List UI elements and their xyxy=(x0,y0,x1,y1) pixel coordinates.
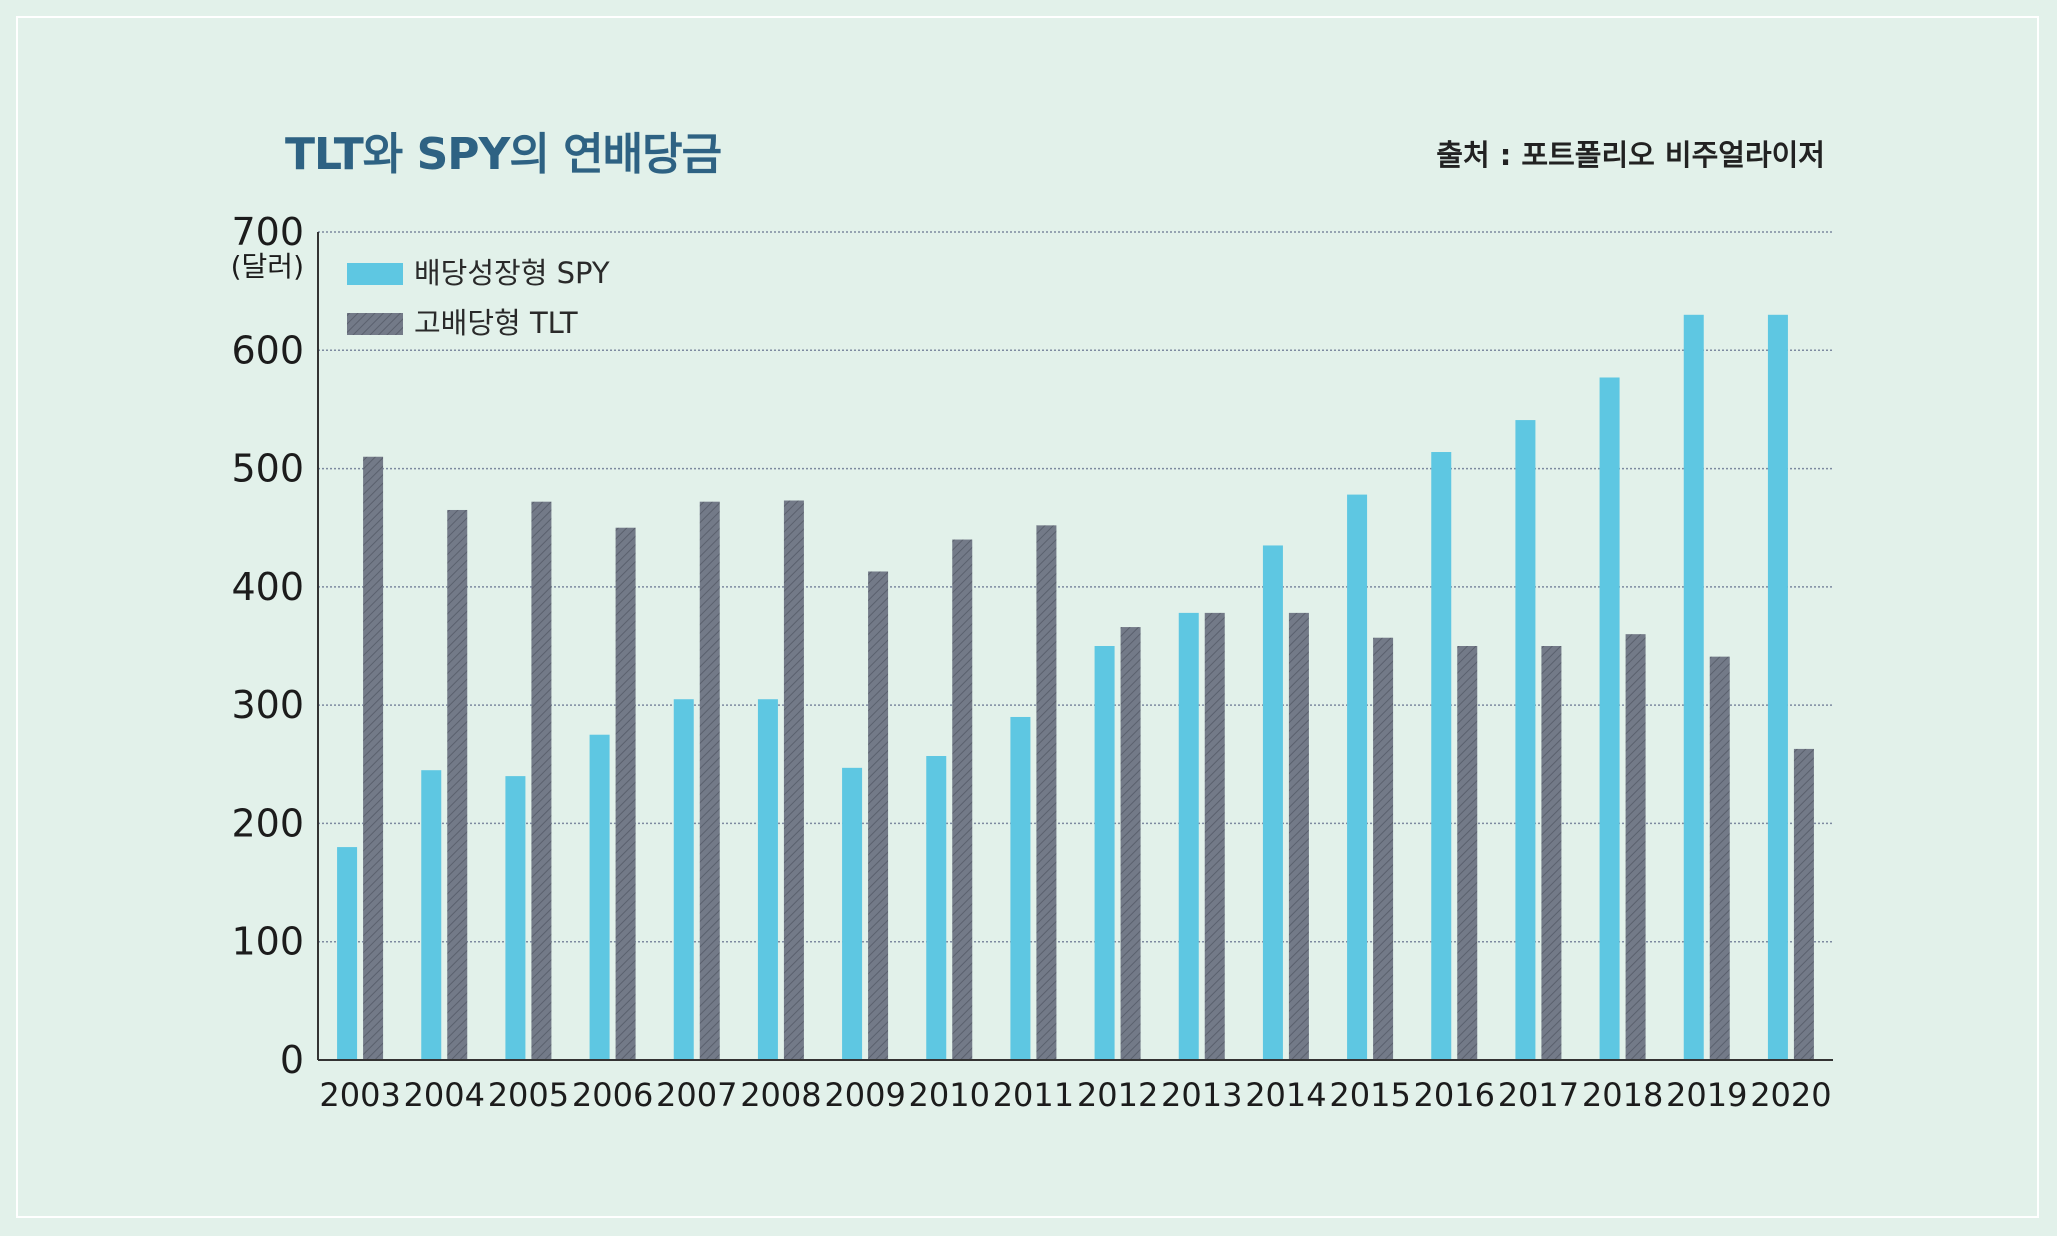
bar-spy-2020 xyxy=(1767,314,1788,1060)
y-tick-label: 300 xyxy=(231,683,304,727)
bar-spy-2008 xyxy=(757,699,778,1060)
x-tick-label: 2007 xyxy=(656,1076,737,1114)
bar-tlt-2005 xyxy=(531,501,552,1061)
legend-label-tlt: 고배당형 TLT xyxy=(414,306,578,340)
bar-spy-2006 xyxy=(589,734,610,1060)
bar-tlt-2008 xyxy=(783,500,804,1061)
legend-swatch-tlt xyxy=(347,313,403,335)
bar-spy-2011 xyxy=(1010,716,1031,1060)
x-tick-label: 2011 xyxy=(993,1076,1074,1114)
x-tick-label: 2018 xyxy=(1582,1076,1663,1114)
x-tick-label: 2019 xyxy=(1666,1076,1747,1114)
bar-spy-2014 xyxy=(1262,545,1283,1060)
chart-title: TLT와 SPY의 연배당금 xyxy=(285,129,722,180)
bar-tlt-2011 xyxy=(1036,525,1057,1060)
x-tick-label: 2005 xyxy=(488,1076,569,1114)
bar-tlt-2015 xyxy=(1373,637,1394,1060)
y-tick-label: 400 xyxy=(231,565,304,609)
bar-spy-2019 xyxy=(1683,314,1704,1060)
x-tick-label: 2016 xyxy=(1414,1076,1495,1114)
bar-tlt-2009 xyxy=(868,571,889,1060)
bar-tlt-2006 xyxy=(615,527,636,1060)
bar-tlt-2016 xyxy=(1457,646,1478,1060)
bar-spy-2005 xyxy=(505,776,526,1060)
bar-spy-2015 xyxy=(1347,494,1368,1060)
y-tick-label: 500 xyxy=(231,447,304,491)
bar-tlt-2014 xyxy=(1288,612,1309,1060)
bar-spy-2004 xyxy=(421,770,442,1060)
y-axis-unit: (달러) xyxy=(231,250,304,283)
y-tick-label: 600 xyxy=(231,328,304,372)
bar-tlt-2018 xyxy=(1625,634,1646,1060)
x-tick-label: 2014 xyxy=(1245,1076,1326,1114)
bar-tlt-2004 xyxy=(447,509,468,1060)
bar-spy-2003 xyxy=(337,847,358,1060)
bar-spy-2007 xyxy=(673,699,694,1060)
bar-spy-2009 xyxy=(842,767,863,1060)
bar-tlt-2020 xyxy=(1793,748,1814,1060)
y-tick-label: 0 xyxy=(280,1038,304,1082)
y-tick-label: 700 xyxy=(231,210,304,254)
bar-tlt-2003 xyxy=(363,456,384,1060)
x-tick-label: 2010 xyxy=(909,1076,990,1114)
x-tick-label: 2003 xyxy=(319,1076,400,1114)
bar-tlt-2017 xyxy=(1541,646,1562,1060)
x-tick-label: 2009 xyxy=(824,1076,905,1114)
x-tick-label: 2017 xyxy=(1498,1076,1579,1114)
bar-spy-2012 xyxy=(1094,646,1115,1060)
x-tick-label: 2012 xyxy=(1077,1076,1158,1114)
bar-tlt-2013 xyxy=(1204,612,1225,1060)
x-tick-label: 2015 xyxy=(1329,1076,1410,1114)
bar-spy-2013 xyxy=(1178,612,1199,1060)
y-tick-label: 200 xyxy=(231,801,304,845)
legend-label-spy: 배당성장형 SPY xyxy=(414,256,610,290)
bar-spy-2018 xyxy=(1599,377,1620,1060)
bar-spy-2017 xyxy=(1515,420,1536,1060)
x-tick-label: 2008 xyxy=(740,1076,821,1114)
x-tick-label: 2004 xyxy=(404,1076,485,1114)
bar-tlt-2012 xyxy=(1120,627,1141,1060)
x-tick-label: 2013 xyxy=(1161,1076,1242,1114)
chart-frame xyxy=(16,16,2039,1218)
source-note: 출처 : 포트폴리오 비주얼라이저 xyxy=(1436,138,1825,172)
bar-spy-2010 xyxy=(926,756,947,1060)
legend-swatch-spy xyxy=(347,263,403,285)
x-tick-label: 2006 xyxy=(572,1076,653,1114)
y-tick-label: 100 xyxy=(231,920,304,964)
bar-tlt-2019 xyxy=(1709,656,1730,1060)
bar-tlt-2007 xyxy=(699,501,720,1061)
x-tick-label: 2020 xyxy=(1750,1076,1831,1114)
bar-tlt-2010 xyxy=(952,539,973,1060)
bar-spy-2016 xyxy=(1431,452,1452,1060)
